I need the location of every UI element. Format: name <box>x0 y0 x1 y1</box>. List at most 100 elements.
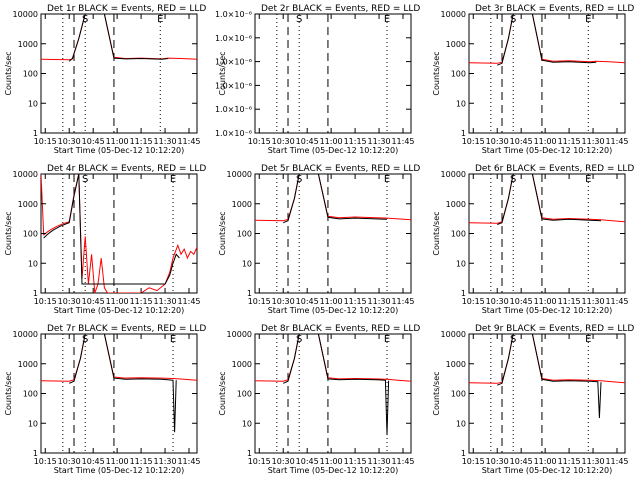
y-tick-label: 1 <box>247 289 252 298</box>
y-tick-label: 1000 <box>18 200 38 209</box>
x-tick-label: 10:30 <box>486 137 509 146</box>
detector-panel: S E 10:15 10:30 10:45 11:00 11:15 11:30 11:45 1 10… <box>4 164 206 315</box>
y-tick-label: 100 <box>451 70 466 79</box>
x-tick-label: 11:45 <box>605 137 628 146</box>
y-tick-label: 100 <box>23 230 38 239</box>
detector-panel: S E 10:15 10:30 10:45 11:00 11:15 11:30 11:45 1 10… <box>4 324 206 475</box>
series-line <box>43 174 180 285</box>
y-axis-label: Counts/sec <box>4 51 13 95</box>
plot-frame <box>468 333 626 454</box>
series-line <box>469 14 625 64</box>
x-tick-label: 10:15 <box>34 137 57 146</box>
x-tick-label: 11:30 <box>582 137 605 146</box>
x-axis-label: Start Time (05-Dec-12 10:12:20) <box>268 146 399 155</box>
y-tick-label: 1.0×10⁻⁶ <box>215 34 252 43</box>
event-marker-label: E <box>585 174 591 185</box>
y-tick-label: 10 <box>242 419 252 428</box>
x-tick-label: 11:45 <box>391 137 414 146</box>
x-tick-label: 10:45 <box>296 137 319 146</box>
x-tick-label: 10:45 <box>510 137 533 146</box>
y-tick-label: 10000 <box>441 330 466 339</box>
y-tick-label: 1000 <box>232 200 252 209</box>
y-tick-label: 1000 <box>446 200 466 209</box>
event-marker-label: E <box>384 174 390 185</box>
x-axis-label: Start Time (05-Dec-12 10:12:20) <box>268 306 399 315</box>
x-tick-label: 11:45 <box>177 137 200 146</box>
x-tick-label: 11:45 <box>605 297 628 306</box>
detector-panel: S E 10:15 10:30 10:45 11:00 11:15 11:30 11:45 1 10… <box>432 324 634 475</box>
panel-title: Det 3r BLACK = Events, RED = LLD <box>475 4 634 14</box>
x-tick-label: 11:30 <box>368 297 391 306</box>
event-marker-label: S <box>296 174 302 185</box>
x-tick-label: 11:45 <box>177 457 200 466</box>
x-tick-label: 10:15 <box>248 297 271 306</box>
x-tick-label: 11:15 <box>344 137 367 146</box>
plot-frame <box>254 333 412 454</box>
y-tick-label: 1.0×10⁻⁶ <box>215 105 252 114</box>
series-group <box>41 14 197 62</box>
y-tick-label: 10000 <box>227 170 252 179</box>
plot-frame <box>468 13 626 134</box>
x-tick-label: 10:45 <box>510 457 533 466</box>
series-group <box>41 334 197 433</box>
series-line <box>497 174 602 225</box>
y-tick-label: 1.0×10⁻⁶ <box>215 129 252 138</box>
event-marker-label: E <box>170 174 176 185</box>
x-tick-label: 10:45 <box>296 297 319 306</box>
x-tick-label: 11:00 <box>106 297 129 306</box>
event-marker-label: E <box>157 14 163 25</box>
series-group <box>255 334 411 436</box>
panel-title: Det 8r BLACK = Events, RED = LLD <box>261 324 420 334</box>
x-axis-label: Start Time (05-Dec-12 10:12:20) <box>268 466 399 475</box>
x-tick-label: 11:30 <box>154 297 177 306</box>
y-tick-label: 10 <box>28 99 38 108</box>
y-tick-label: 1000 <box>446 40 466 49</box>
series-group <box>41 174 197 293</box>
series-line <box>497 14 597 66</box>
y-tick-label: 10000 <box>441 10 466 19</box>
x-axis-label: Start Time (05-Dec-12 10:12:20) <box>482 306 613 315</box>
y-axis-label: Counts/sec <box>218 51 227 95</box>
x-tick-label: 10:30 <box>486 297 509 306</box>
event-marker-label: S <box>82 174 88 185</box>
y-axis-label: Counts/sec <box>432 371 441 415</box>
event-marker-label: E <box>585 14 591 25</box>
panel-title: Det 7r BLACK = Events, RED = LLD <box>47 324 206 334</box>
series-line <box>68 334 177 433</box>
y-tick-label: 1 <box>461 289 466 298</box>
y-tick-label: 10000 <box>227 330 252 339</box>
x-tick-label: 10:45 <box>82 137 105 146</box>
series-line <box>469 174 625 224</box>
series-group <box>469 174 625 225</box>
y-axis-label: Counts/sec <box>218 371 227 415</box>
x-tick-label: 11:30 <box>582 297 605 306</box>
panel-title: Det 6r BLACK = Events, RED = LLD <box>475 164 634 174</box>
x-tick-label: 11:00 <box>534 297 557 306</box>
x-tick-label: 10:45 <box>510 297 533 306</box>
x-tick-label: 11:15 <box>130 457 153 466</box>
event-marker-label: S <box>82 14 88 25</box>
event-marker-label: E <box>384 14 390 25</box>
series-line <box>469 334 625 384</box>
x-tick-label: 11:00 <box>534 457 557 466</box>
y-tick-label: 1 <box>33 289 38 298</box>
y-tick-label: 10000 <box>13 170 38 179</box>
x-tick-label: 10:15 <box>248 137 271 146</box>
y-tick-label: 1.0×10⁻⁶ <box>215 81 252 90</box>
plot-frame <box>40 13 198 134</box>
detector-panel: S E 10:15 10:30 10:45 11:00 11:15 11:30 11:45 1 10… <box>432 164 634 315</box>
y-tick-label: 10000 <box>13 330 38 339</box>
y-tick-label: 10 <box>28 419 38 428</box>
x-tick-label: 10:15 <box>248 457 271 466</box>
y-tick-label: 1 <box>461 449 466 458</box>
x-tick-label: 11:15 <box>558 137 581 146</box>
series-group <box>255 174 411 224</box>
event-marker-label: E <box>384 334 390 345</box>
x-tick-label: 10:15 <box>462 297 485 306</box>
x-tick-label: 11:30 <box>368 137 391 146</box>
y-axis-label: Counts/sec <box>218 211 227 255</box>
x-tick-label: 10:30 <box>58 457 81 466</box>
detector-panel: S E 10:15 10:30 10:45 11:00 11:15 11:30 11:45 1.0… <box>215 4 420 155</box>
x-tick-label: 11:00 <box>320 137 343 146</box>
y-tick-label: 1 <box>33 449 38 458</box>
